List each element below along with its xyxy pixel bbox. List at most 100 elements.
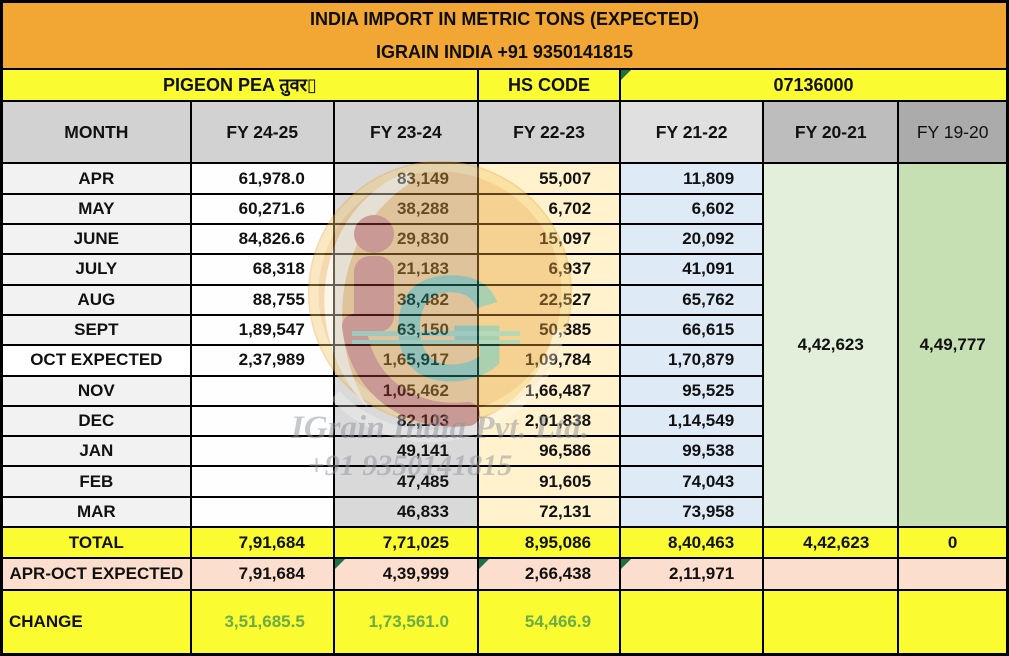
cell-apr-fy-24-25: 61,978.0 (189, 162, 335, 195)
table-row-july: JULY 68,318 21,183 6,937 41,091 (0, 253, 1008, 286)
cell-oct-expected-fy-23-24: 1,65,917 (332, 344, 479, 377)
table-row-oct-expected: OCT EXPECTED 2,37,989 1,65,917 1,09,784 1,70… (0, 344, 1008, 377)
month-cell-month: JUNE (0, 223, 192, 256)
month-cell-month: OCT EXPECTED (0, 344, 192, 377)
cell-june-fy-22-23: 15,097 (476, 223, 622, 256)
column-header-fy-24-25: FY 24-25 (189, 99, 335, 165)
cell-aug-fy-23-24: 38,482 (332, 283, 479, 316)
month-cell-month: FEB (0, 465, 192, 498)
month-cell-month: SEPT (0, 313, 192, 347)
cell-jan-fy-22-23: 96,586 (476, 435, 622, 468)
banner-row: INDIA IMPORT IN METRIC TONS (EXPECTED) I… (0, 0, 1009, 71)
cell-jan-fy-21-22: 99,538 (619, 435, 765, 468)
month-cell-month: JAN (0, 435, 192, 468)
cell-may-fy-23-24: 38,288 (332, 192, 479, 226)
cell-july-fy-22-23: 6,937 (476, 253, 622, 286)
apr-oct-expected-row-fy-23-24: 4,39,999 (332, 557, 479, 591)
cell-oct-expected-fy-24-25: 2,37,989 (189, 344, 335, 377)
cell-dec-fy-22-23: 2,01,838 (476, 404, 622, 438)
corner-flag-icon (622, 560, 632, 570)
change-row-label: CHANGE (0, 588, 192, 656)
column-header-fy-20-21: FY 20-21 (762, 99, 900, 165)
cell-may-fy-22-23: 6,702 (476, 192, 622, 226)
table-row-may: MAY 60,271.6 38,288 6,702 6,602 (0, 192, 1008, 226)
hs-code-label-cell: HS CODE (476, 68, 622, 102)
total-row-label: TOTAL (0, 525, 192, 560)
month-cell-month: AUG (0, 283, 192, 316)
month-cell-month: APR (0, 162, 192, 195)
cell-mar-fy-24-25 (189, 495, 335, 528)
total-row-fy-20-21: 4,42,623 (762, 525, 900, 560)
total-row: TOTAL 7,91,684 7,71,025 8,95,086 8,40,463 4,4… (0, 525, 1009, 560)
cell-feb-fy-24-25 (189, 465, 335, 498)
change-row-fy-19-20 (897, 588, 1009, 656)
cell-feb-fy-21-22: 74,043 (619, 465, 765, 498)
apr-oct-expected-row-fy-21-22: 2,11,971 (619, 557, 765, 591)
table-row-mar: MAR 46,833 72,131 73,958 (0, 495, 1008, 528)
table-row-dec: DEC 82,103 2,01,838 1,14,549 (0, 404, 1008, 438)
table-row-june: JUNE 84,826.6 29,830 15,097 20,092 (0, 223, 1008, 256)
cell-nov-fy-23-24: 1,05,462 (332, 374, 479, 407)
cell-nov-fy-24-25 (189, 374, 335, 407)
cell-aug-fy-22-23: 22,527 (476, 283, 622, 316)
cell-apr-fy-22-23: 55,007 (476, 162, 622, 195)
month-cell-month: MAR (0, 495, 192, 528)
month-cell-month: MAY (0, 192, 192, 226)
total-row-fy-19-20: 0 (897, 525, 1009, 560)
table-row-apr: APR 61,978.0 83,149 55,007 11,809 4,42,623 4,4… (0, 162, 1009, 528)
change-row: CHANGE 3,51,685.5 1,73,561.0 54,466.9 (0, 588, 1009, 656)
cell-dec-fy-24-25 (189, 404, 335, 438)
column-header-fy-23-24: FY 23-24 (332, 99, 479, 165)
column-header-fy-19-20: FY 19-20 (897, 99, 1009, 165)
table-row-nov: NOV 1,05,462 1,66,487 95,525 (0, 374, 1008, 407)
banner-subtitle: IGRAIN INDIA +91 9350141815 (376, 41, 633, 62)
column-header-month: MONTH (0, 99, 192, 165)
apr-oct-expected-row-fy-20-21 (762, 557, 900, 591)
banner-title: INDIA IMPORT IN METRIC TONS (EXPECTED) (309, 9, 699, 30)
cell-aug-fy-21-22: 65,762 (619, 283, 765, 316)
month-cell-month: NOV (0, 374, 192, 407)
cell-june-fy-24-25: 84,826.6 (189, 223, 335, 256)
apr-oct-expected-row-fy-24-25: 7,91,684 (189, 557, 335, 591)
cell-sept-fy-21-22: 66,615 (619, 313, 765, 347)
corner-flag-icon (479, 560, 489, 570)
banner: INDIA IMPORT IN METRIC TONS (EXPECTED) I… (0, 0, 1009, 71)
change-row-fy-22-23: 54,466.9 (476, 588, 622, 656)
change-row-fy-24-25: 3,51,685.5 (189, 588, 335, 656)
total-row-fy-22-23: 8,95,086 (476, 525, 622, 560)
total-row-fy-24-25: 7,91,684 (189, 525, 335, 560)
change-row-fy-23-24: 1,73,561.0 (332, 588, 479, 656)
cell-july-fy-23-24: 21,183 (332, 253, 479, 286)
cell-apr-fy-23-24: 83,149 (332, 162, 479, 195)
cell-oct-expected-fy-22-23: 1,09,784 (476, 344, 622, 377)
corner-flag-icon (335, 560, 345, 570)
cell-mar-fy-22-23: 72,131 (476, 495, 622, 528)
cell-jan-fy-24-25 (189, 435, 335, 468)
cell-nov-fy-22-23: 1,66,487 (476, 374, 622, 407)
total-row-fy-21-22: 8,40,463 (619, 525, 765, 560)
cell-oct-expected-fy-21-22: 1,70,879 (619, 344, 765, 377)
cell-feb-fy-22-23: 91,605 (476, 465, 622, 498)
column-header-fy-21-22: FY 21-22 (619, 99, 765, 165)
cell-june-fy-21-22: 20,092 (619, 223, 765, 256)
cell-feb-fy-23-24: 47,485 (332, 465, 479, 498)
cell-june-fy-23-24: 29,830 (332, 223, 479, 256)
table-row-aug: AUG 88,755 38,482 22,527 65,762 (0, 283, 1008, 316)
cell-dec-fy-23-24: 82,103 (332, 404, 479, 438)
cell-apr-fy-21-22: 11,809 (619, 162, 765, 195)
cell-july-fy-24-25: 68,318 (189, 253, 335, 286)
merged-cell-fy-19-20: 4,49,777 (897, 162, 1009, 528)
table-row-sept: SEPT 1,89,547 63,150 50,385 66,615 (0, 313, 1008, 347)
cell-sept-fy-23-24: 63,150 (332, 313, 479, 347)
month-cell-month: DEC (0, 404, 192, 438)
cell-aug-fy-24-25: 88,755 (189, 283, 335, 316)
column-header-fy-22-23: FY 22-23 (476, 99, 622, 165)
corner-flag-icon (622, 71, 632, 81)
table-row-jan: JAN 49,141 96,586 99,538 (0, 435, 1008, 468)
apr-oct-expected-row-fy-22-23: 2,66,438 (476, 557, 622, 591)
change-row-fy-21-22 (619, 588, 765, 656)
apr-oct-expected-row-fy-19-20 (897, 557, 1009, 591)
apr-oct-expected-row-label: APR-OCT EXPECTED (0, 557, 192, 591)
